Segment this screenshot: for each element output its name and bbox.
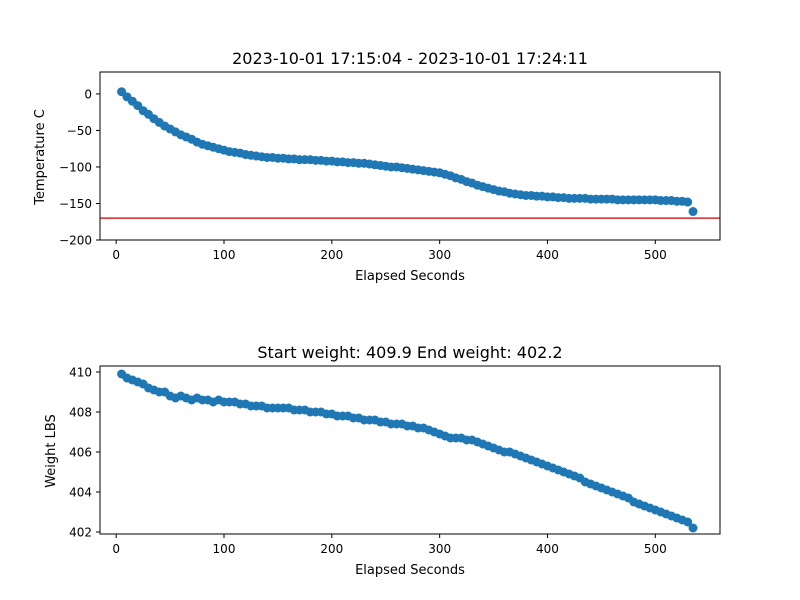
temperature-y-tick-label: −150 — [59, 197, 92, 211]
weight-y-axis-label: Weight LBS — [44, 414, 59, 488]
weight-x-axis-label: Elapsed Seconds — [355, 563, 465, 578]
temperature-y-tick-label: −200 — [59, 234, 92, 248]
weight-y-tick-label: 402 — [69, 526, 92, 540]
temperature-y-tick-label: 0 — [84, 87, 92, 101]
temperature-chart-title: 2023-10-01 17:15:04 - 2023-10-01 17:24:1… — [232, 49, 588, 68]
weight-y-tick-label: 404 — [69, 486, 92, 500]
temperature-x-tick-label: 200 — [320, 248, 343, 262]
weight-x-tick-label: 0 — [112, 542, 120, 556]
weight-x-tick-label: 100 — [213, 542, 236, 556]
temperature-x-tick-label: 100 — [213, 248, 236, 262]
temperature-x-tick-label: 300 — [428, 248, 451, 262]
temperature-axes-frame — [99, 71, 721, 241]
weight-x-tick-label: 400 — [536, 542, 559, 556]
weight-data-point — [683, 517, 693, 527]
temperature-x-axis-label: Elapsed Seconds — [355, 269, 465, 284]
weight-x-tick-label: 300 — [428, 542, 451, 556]
weight-data-point — [688, 523, 698, 533]
weight-y-tick-label: 410 — [69, 366, 92, 380]
temperature-x-tick-label: 0 — [112, 248, 120, 262]
temperature-data-point — [688, 207, 698, 217]
weight-y-tick-label: 408 — [69, 406, 92, 420]
temperature-data-point — [683, 197, 693, 207]
temperature-x-tick-label: 500 — [644, 248, 667, 262]
weight-x-tick-label: 200 — [320, 542, 343, 556]
weight-chart: Start weight: 409.9 End weight: 402.2 El… — [44, 343, 721, 578]
weight-x-tick-label: 500 — [644, 542, 667, 556]
weight-y-tick-label: 406 — [69, 446, 92, 460]
temperature-chart: 2023-10-01 17:15:04 - 2023-10-01 17:24:1… — [33, 49, 721, 284]
temperature-x-tick-label: 400 — [536, 248, 559, 262]
weight-axes-frame — [99, 365, 721, 535]
temperature-y-tick-label: −100 — [59, 160, 92, 174]
temperature-y-axis-label: Temperature C — [33, 109, 48, 206]
weight-chart-title: Start weight: 409.9 End weight: 402.2 — [257, 343, 562, 362]
temperature-y-tick-label: −50 — [67, 124, 92, 138]
